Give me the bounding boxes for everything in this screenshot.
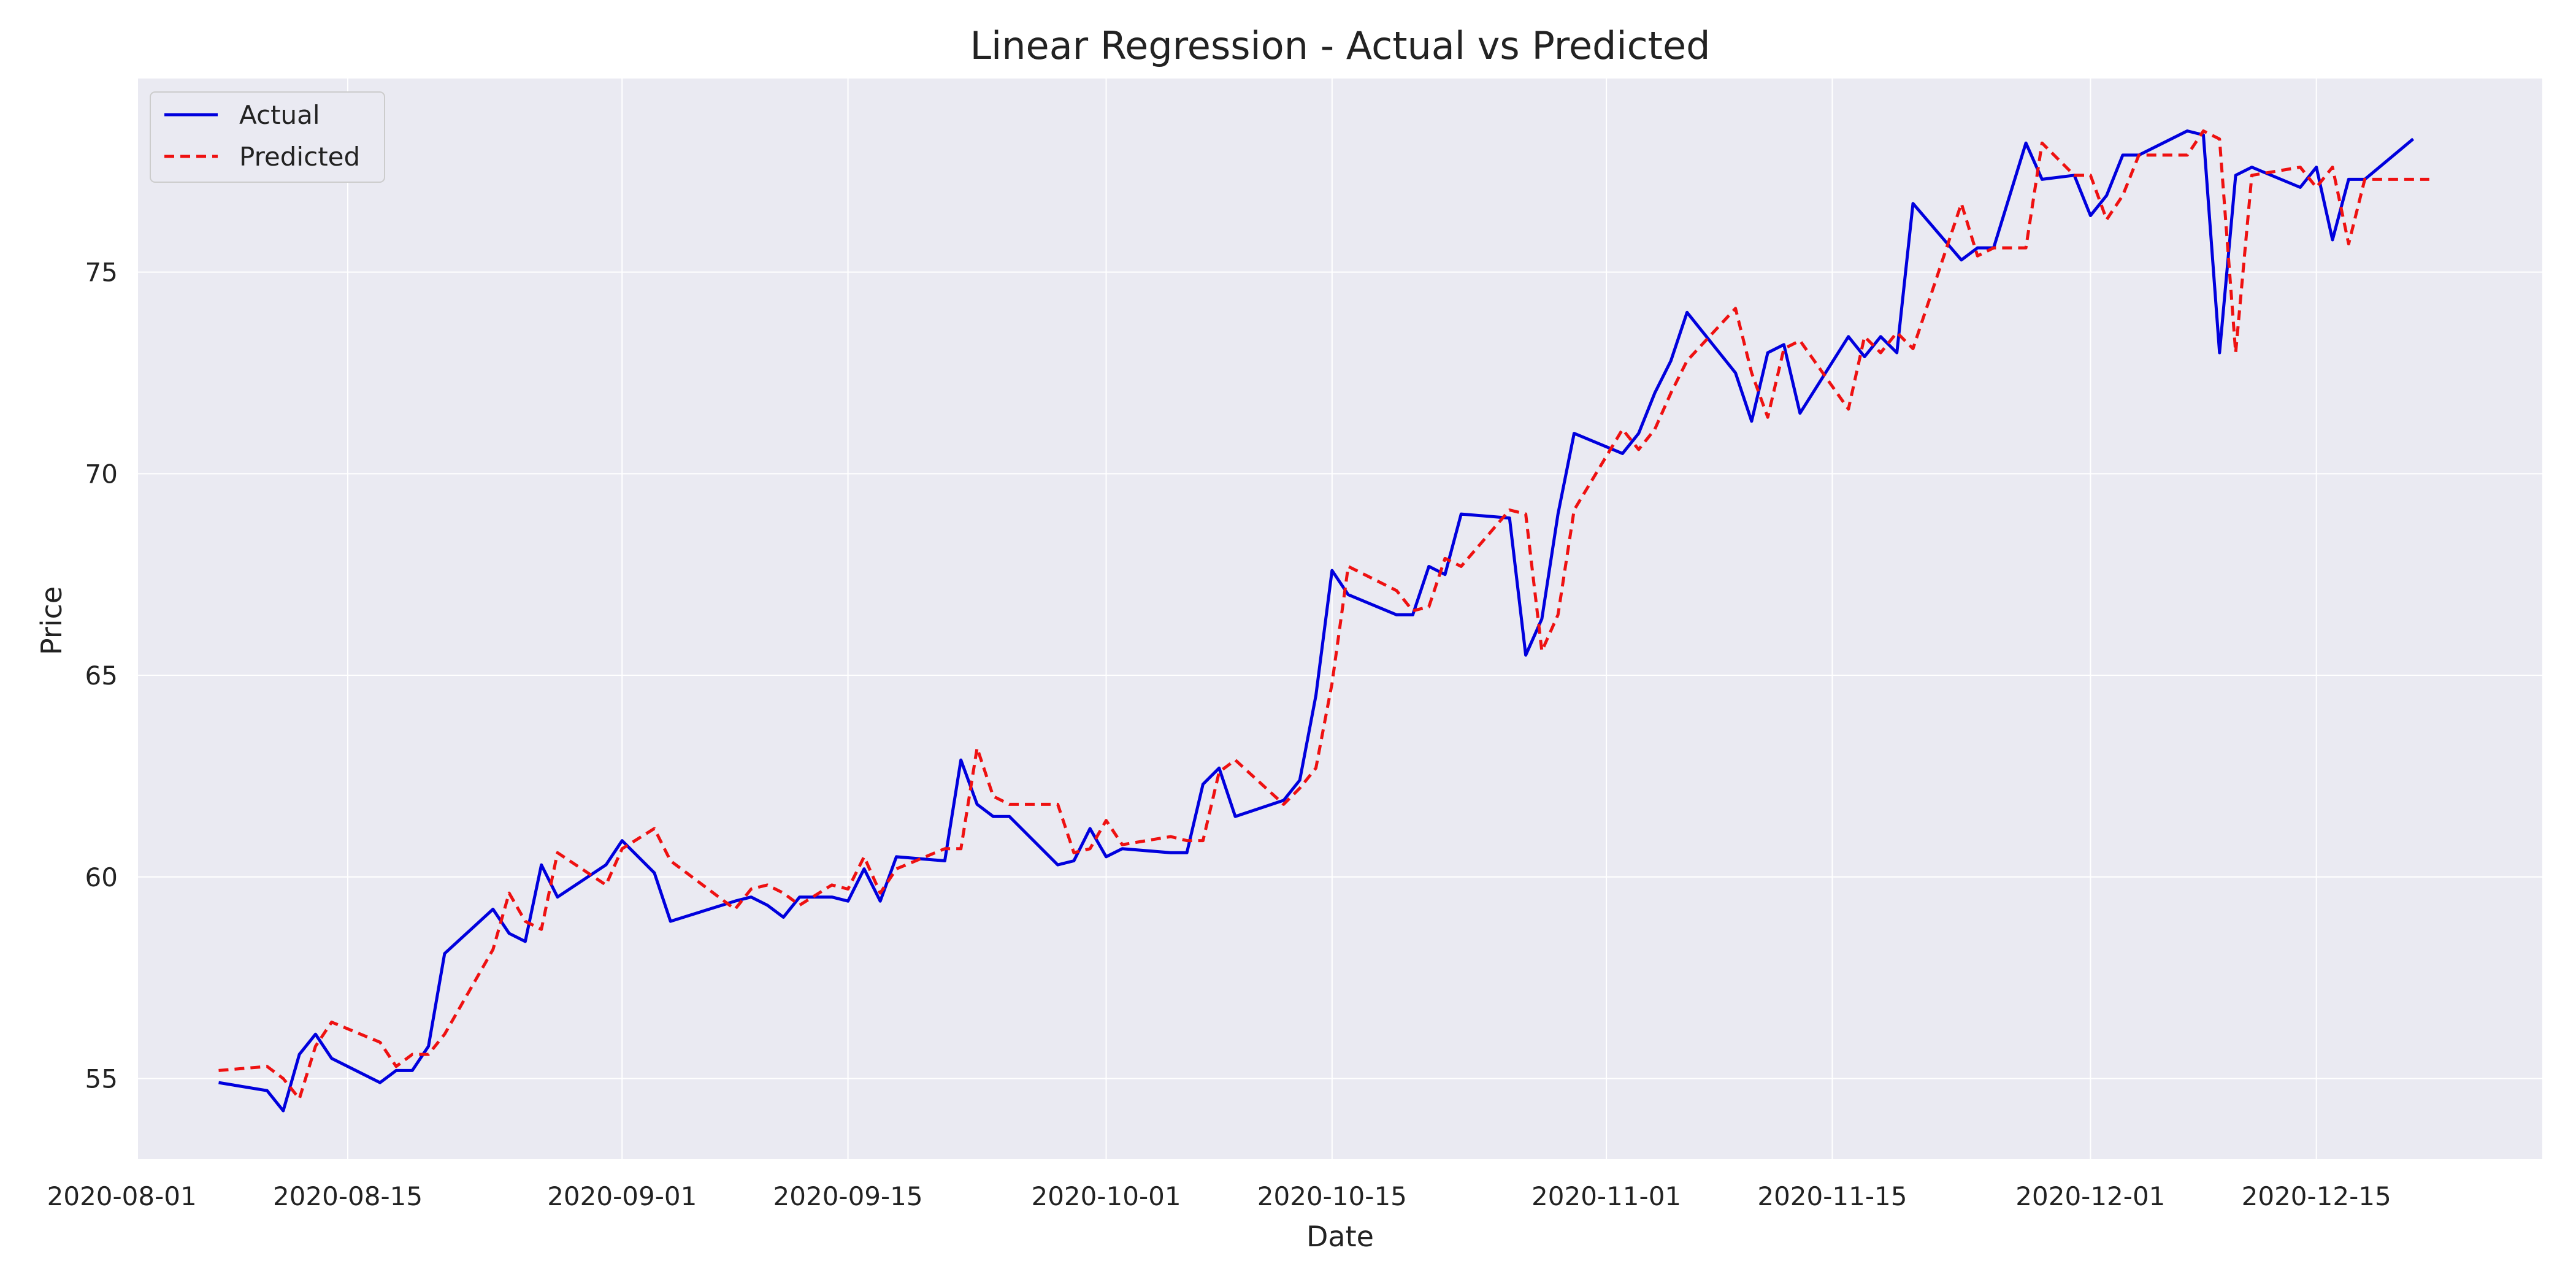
- y-tick-label: 70: [85, 459, 118, 489]
- y-tick-label: 60: [85, 862, 118, 892]
- x-tick-label: 2020-11-01: [1531, 1181, 1681, 1211]
- y-axis-label: Price: [35, 586, 68, 655]
- x-axis-label: Date: [1306, 1220, 1374, 1253]
- x-tick-label: 2020-12-15: [2242, 1181, 2391, 1211]
- legend-actual-label: Actual: [239, 100, 320, 130]
- tick-labels: 2020-08-01 2020-08-15 2020-09-01 2020-09-15…: [47, 258, 2391, 1211]
- x-tick-label: 2020-08-15: [273, 1181, 423, 1211]
- legend-predicted-label: Predicted: [239, 142, 360, 172]
- x-tick-label: 2020-09-01: [547, 1181, 697, 1211]
- y-tick-label: 55: [85, 1064, 118, 1094]
- series-line-predicted: [218, 129, 2429, 1100]
- plot-area: [138, 79, 2542, 1159]
- series-line-actual: [218, 129, 2415, 1113]
- series-layer: [218, 129, 2429, 1113]
- y-tick-label: 75: [85, 258, 118, 288]
- x-tick-label: 2020-10-15: [1257, 1181, 1407, 1211]
- y-tick-label: 65: [85, 661, 118, 691]
- x-tick-label: 2020-10-01: [1031, 1181, 1181, 1211]
- chart-title: Linear Regression - Actual vs Predicted: [970, 23, 1710, 68]
- legend: Actual Predicted: [150, 91, 385, 183]
- x-tick-label: 2020-08-01: [47, 1181, 197, 1211]
- x-tick-label: 2020-09-15: [773, 1181, 923, 1211]
- x-tick-label: 2020-12-01: [2015, 1181, 2165, 1211]
- x-tick-label: 2020-11-15: [1757, 1181, 1907, 1211]
